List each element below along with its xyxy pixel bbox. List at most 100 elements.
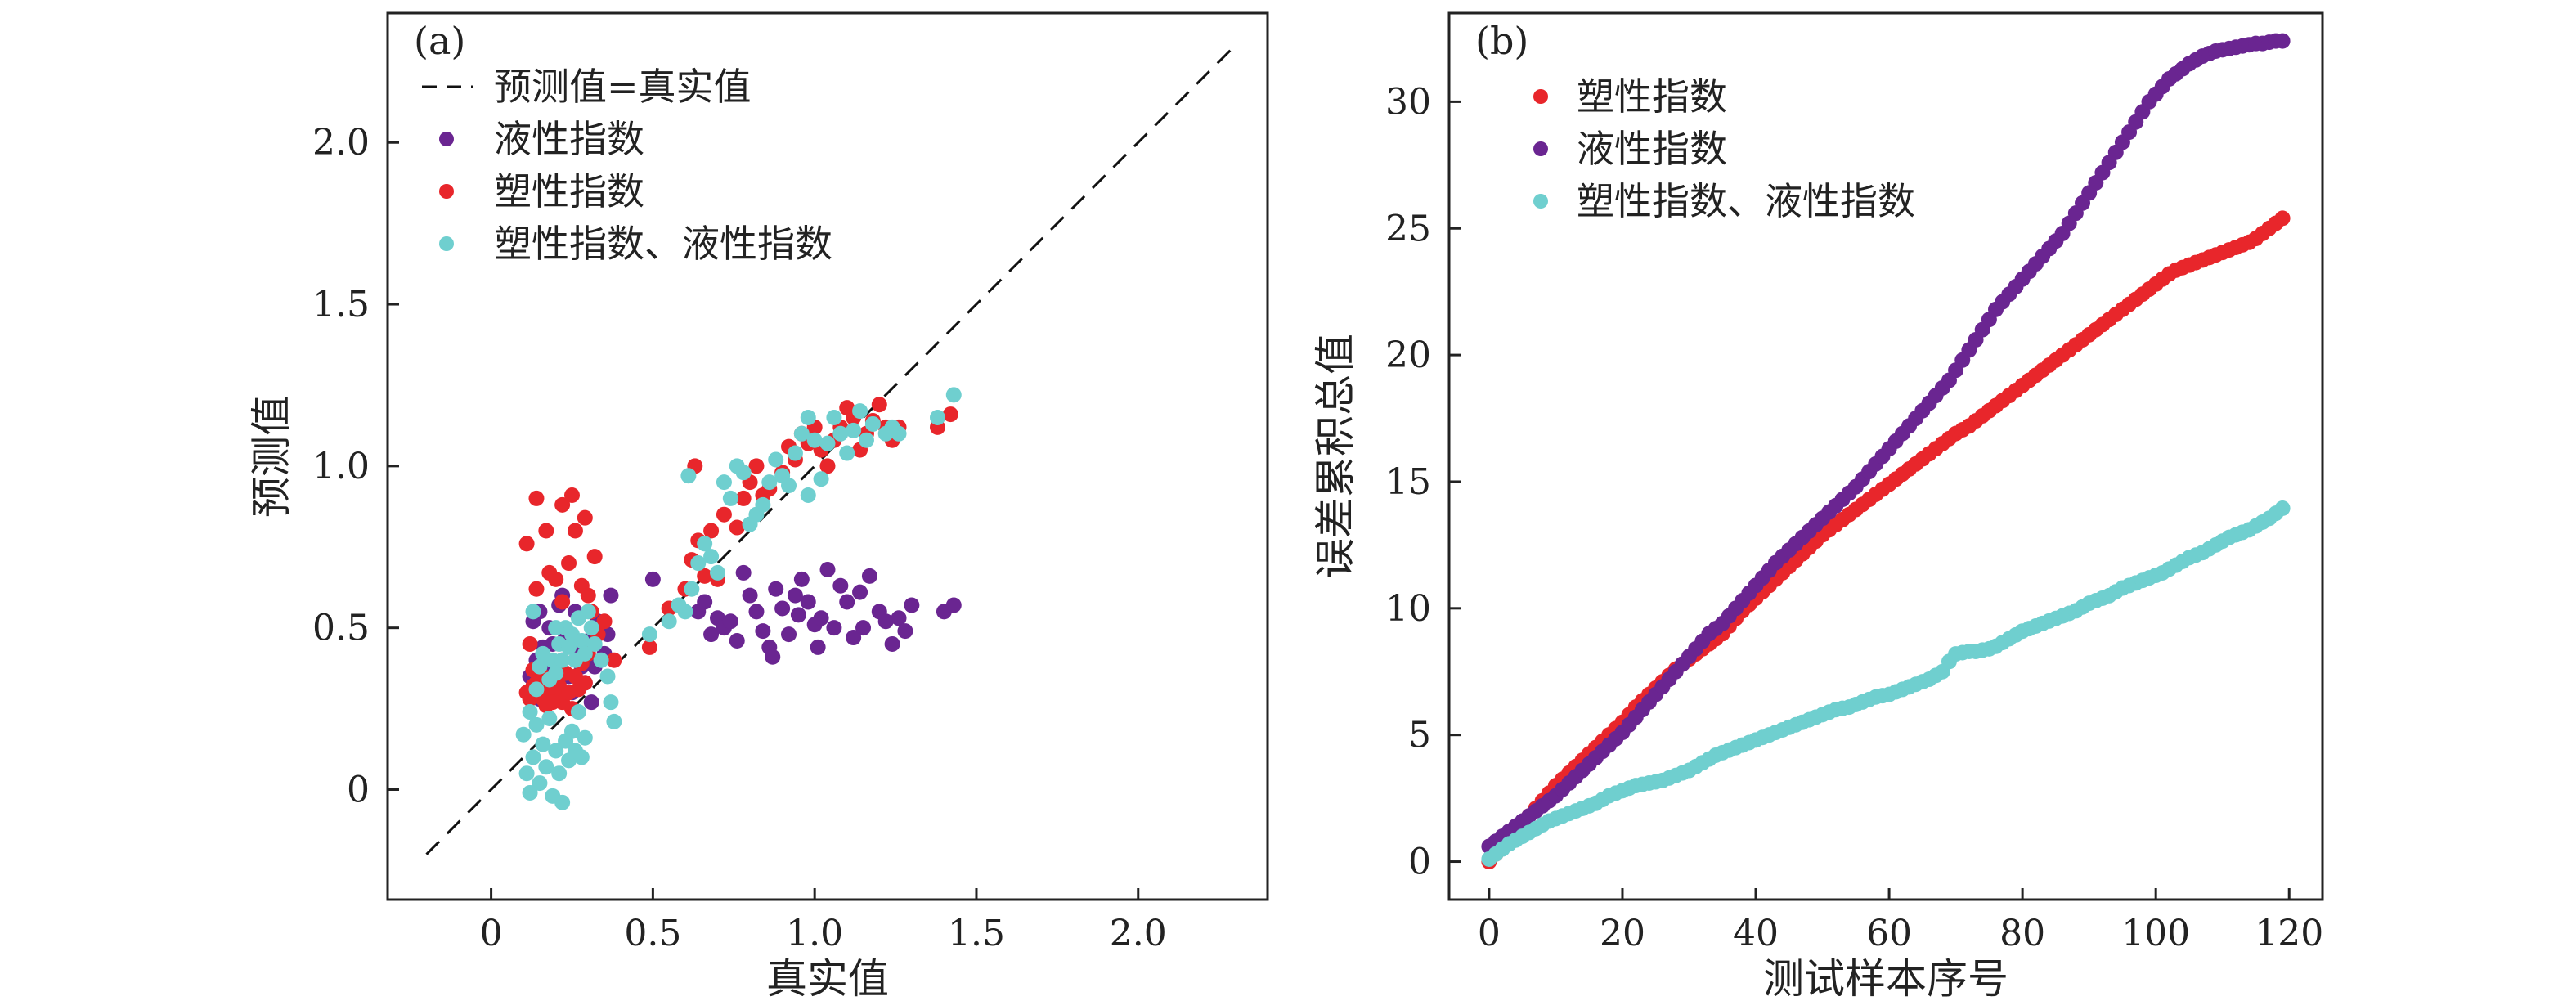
data-point xyxy=(897,623,913,640)
data-point xyxy=(877,613,894,630)
data-point xyxy=(599,668,616,685)
y-tick-label: 15 xyxy=(1385,461,1431,503)
data-point xyxy=(861,568,877,584)
legend-plastic-label: 塑性指数 xyxy=(494,169,644,213)
panel-b-label: (b) xyxy=(1475,19,1528,63)
x-tick-label: 2.0 xyxy=(1110,913,1167,954)
data-point xyxy=(703,523,720,539)
data-point xyxy=(852,403,868,420)
y-tick-label: 1.0 xyxy=(312,446,370,487)
data-point xyxy=(846,422,862,438)
data-point xyxy=(813,471,829,487)
data-point xyxy=(596,613,613,630)
data-point xyxy=(806,432,823,448)
data-point xyxy=(515,726,532,743)
data-point xyxy=(810,639,826,655)
x-tick-label: 20 xyxy=(1600,913,1645,954)
legend-plastic-marker xyxy=(439,184,454,199)
data-point xyxy=(761,474,778,491)
data-point xyxy=(551,765,568,782)
panel-a-legend: 预测值=真实值 液性指数 塑性指数 塑性指数、液性指数 xyxy=(422,65,832,266)
data-point xyxy=(729,519,745,536)
data-point xyxy=(697,594,713,610)
legend-liquid-marker xyxy=(1533,141,1548,156)
data-point xyxy=(580,587,596,604)
data-point xyxy=(680,468,697,484)
data-point xyxy=(742,587,758,604)
data-point xyxy=(583,694,599,711)
data-point xyxy=(846,630,862,646)
data-point xyxy=(703,549,720,565)
data-point xyxy=(554,652,571,668)
data-point xyxy=(538,523,554,539)
data-point xyxy=(563,723,580,739)
data-point xyxy=(586,635,603,652)
data-point xyxy=(864,415,881,432)
y-tick-label: 25 xyxy=(1385,208,1431,249)
data-point xyxy=(755,623,771,640)
data-point xyxy=(781,626,797,643)
data-point xyxy=(735,490,752,506)
data-point xyxy=(641,626,657,643)
data-point xyxy=(606,713,622,729)
data-point xyxy=(787,587,803,604)
data-point xyxy=(522,784,538,801)
data-point xyxy=(722,490,738,506)
data-point xyxy=(826,620,842,636)
data-point xyxy=(800,487,816,503)
data-point xyxy=(697,568,713,584)
data-point xyxy=(570,704,586,720)
legend-liquid-marker xyxy=(439,132,454,146)
panel-a-points xyxy=(515,387,962,810)
data-point xyxy=(603,587,619,604)
legend-combined-marker xyxy=(439,236,454,251)
data-point xyxy=(884,635,900,652)
data-point xyxy=(839,594,855,610)
data-point xyxy=(561,639,577,655)
data-point xyxy=(748,604,765,620)
data-point xyxy=(755,496,771,513)
data-point xyxy=(554,496,571,513)
y-tick-label: 0 xyxy=(1408,842,1431,883)
data-point xyxy=(790,607,806,623)
x-tick-label: 1.0 xyxy=(786,913,843,954)
data-point xyxy=(573,633,590,649)
panel-a-frame xyxy=(386,11,1269,901)
data-point xyxy=(2274,210,2291,227)
data-point xyxy=(535,736,551,752)
y-tick-label: 2.0 xyxy=(312,122,370,164)
data-point xyxy=(722,613,738,630)
data-point xyxy=(813,610,829,626)
y-tick-label: 1.5 xyxy=(312,284,370,325)
data-point xyxy=(871,397,887,413)
data-point xyxy=(768,451,784,468)
data-point xyxy=(671,597,687,613)
y-tick-label: 30 xyxy=(1385,81,1431,123)
data-point xyxy=(891,610,907,626)
data-point xyxy=(2274,500,2291,516)
data-point xyxy=(819,561,836,577)
data-point xyxy=(641,639,657,655)
panel-a-x-axis-label: 真实值 xyxy=(766,955,889,1001)
data-point xyxy=(855,620,872,636)
x-tick-label: 0 xyxy=(480,913,503,954)
panel-b-y-axis-label: 误差累积总值 xyxy=(1312,334,1359,579)
data-point xyxy=(528,490,545,506)
data-point xyxy=(548,743,564,759)
panel-b-x-axis-label: 测试样本序号 xyxy=(1763,955,2008,1001)
data-point xyxy=(703,626,720,643)
data-point xyxy=(793,425,810,442)
data-point xyxy=(522,635,538,652)
y-tick-label: 0.5 xyxy=(312,608,370,649)
data-point xyxy=(697,536,713,552)
data-point xyxy=(518,765,535,782)
data-point xyxy=(548,665,564,681)
data-point xyxy=(819,458,836,474)
data-point xyxy=(839,445,855,461)
data-point xyxy=(748,458,765,474)
panel-a-label: (a) xyxy=(414,19,465,63)
panel-b-points xyxy=(1481,33,2291,870)
x-tick-label: 40 xyxy=(1733,913,1779,954)
data-point xyxy=(548,620,564,636)
data-point xyxy=(554,794,571,810)
